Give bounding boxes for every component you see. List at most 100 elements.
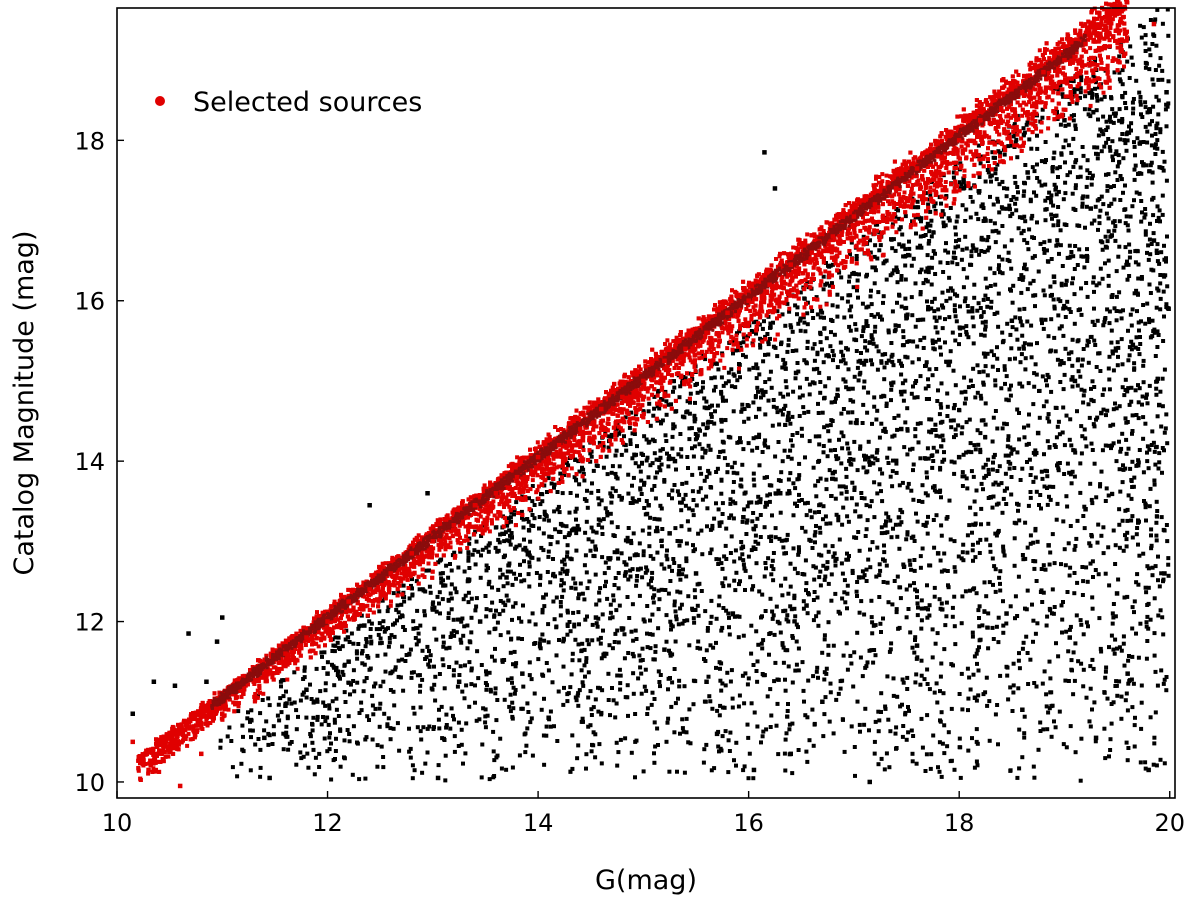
source-point bbox=[932, 204, 937, 209]
source-point bbox=[636, 676, 641, 681]
source-point bbox=[862, 379, 867, 384]
source-point bbox=[1164, 675, 1169, 679]
source-point bbox=[751, 511, 756, 515]
source-point bbox=[1006, 697, 1011, 702]
source-point bbox=[615, 673, 620, 678]
source-point bbox=[588, 459, 593, 464]
source-point bbox=[874, 450, 879, 455]
source-point bbox=[1022, 238, 1027, 243]
source-point bbox=[1125, 758, 1130, 763]
source-point bbox=[912, 539, 917, 543]
source-point bbox=[973, 555, 978, 560]
source-point bbox=[822, 315, 826, 320]
source-point bbox=[441, 634, 446, 639]
source-point bbox=[891, 380, 896, 385]
source-point bbox=[1069, 250, 1074, 254]
source-point bbox=[407, 726, 411, 731]
source-point bbox=[817, 458, 822, 463]
source-point bbox=[1162, 243, 1166, 248]
source-point bbox=[865, 348, 870, 353]
source-point bbox=[930, 299, 935, 304]
source-point bbox=[465, 579, 470, 584]
source-point bbox=[1110, 107, 1115, 112]
source-point bbox=[1123, 101, 1128, 105]
source-point bbox=[1031, 540, 1036, 545]
source-point bbox=[966, 696, 971, 701]
source-point bbox=[1080, 204, 1085, 209]
source-point bbox=[432, 626, 437, 631]
source-point bbox=[874, 417, 879, 422]
source-point bbox=[912, 581, 916, 586]
source-point bbox=[848, 328, 853, 333]
source-point bbox=[1039, 317, 1044, 322]
source-point bbox=[1015, 407, 1020, 412]
source-point bbox=[1045, 383, 1049, 388]
source-point bbox=[1045, 248, 1049, 253]
source-point bbox=[880, 352, 885, 357]
source-point bbox=[1078, 86, 1083, 91]
source-point bbox=[945, 569, 950, 573]
source-point bbox=[886, 358, 891, 363]
source-point bbox=[1163, 426, 1168, 431]
source-point bbox=[687, 506, 692, 511]
source-point bbox=[842, 315, 847, 320]
source-point bbox=[1124, 148, 1129, 153]
source-point bbox=[1108, 185, 1113, 190]
source-point bbox=[652, 587, 657, 592]
source-point bbox=[927, 687, 932, 692]
source-point bbox=[1081, 667, 1086, 672]
source-point bbox=[1076, 308, 1081, 313]
source-point bbox=[890, 602, 895, 607]
source-point bbox=[1088, 686, 1093, 691]
source-point bbox=[560, 491, 565, 496]
source-point bbox=[1083, 94, 1088, 99]
source-point bbox=[381, 619, 386, 624]
source-point bbox=[382, 629, 387, 634]
source-point bbox=[795, 504, 799, 508]
source-point bbox=[334, 707, 339, 712]
source-point bbox=[755, 679, 760, 684]
source-point bbox=[821, 444, 826, 448]
source-point bbox=[565, 554, 569, 559]
source-point bbox=[635, 574, 640, 578]
source-point bbox=[869, 598, 874, 603]
source-point bbox=[1156, 77, 1161, 82]
source-point bbox=[852, 745, 857, 749]
source-point bbox=[512, 508, 517, 513]
source-point bbox=[870, 421, 874, 426]
source-point bbox=[914, 511, 918, 516]
source-point bbox=[1139, 199, 1144, 203]
source-point bbox=[600, 525, 605, 530]
source-point bbox=[396, 674, 401, 679]
source-point bbox=[1128, 312, 1133, 317]
source-point bbox=[941, 305, 946, 310]
source-point bbox=[645, 604, 650, 608]
source-point bbox=[378, 701, 383, 706]
source-point bbox=[1166, 79, 1171, 84]
source-point bbox=[816, 401, 820, 406]
source-point bbox=[981, 310, 986, 315]
source-point bbox=[1113, 224, 1118, 229]
source-point bbox=[1090, 657, 1095, 662]
source-point bbox=[927, 229, 932, 234]
source-point bbox=[402, 599, 407, 604]
source-point bbox=[1015, 614, 1020, 618]
source-point bbox=[854, 254, 859, 258]
source-point bbox=[1075, 409, 1079, 414]
source-point bbox=[1165, 234, 1169, 239]
source-point bbox=[1076, 369, 1081, 374]
source-point bbox=[790, 414, 795, 419]
source-point bbox=[1088, 664, 1093, 669]
source-point bbox=[789, 325, 794, 330]
source-point bbox=[1010, 211, 1015, 216]
source-point bbox=[797, 473, 802, 478]
source-point bbox=[474, 718, 479, 723]
source-point bbox=[743, 568, 748, 573]
source-point bbox=[1102, 144, 1107, 149]
source-point bbox=[1123, 183, 1127, 188]
source-point bbox=[1161, 339, 1166, 343]
source-point bbox=[868, 461, 873, 466]
source-point bbox=[910, 360, 915, 365]
source-point bbox=[1045, 727, 1050, 732]
source-point bbox=[939, 569, 944, 574]
